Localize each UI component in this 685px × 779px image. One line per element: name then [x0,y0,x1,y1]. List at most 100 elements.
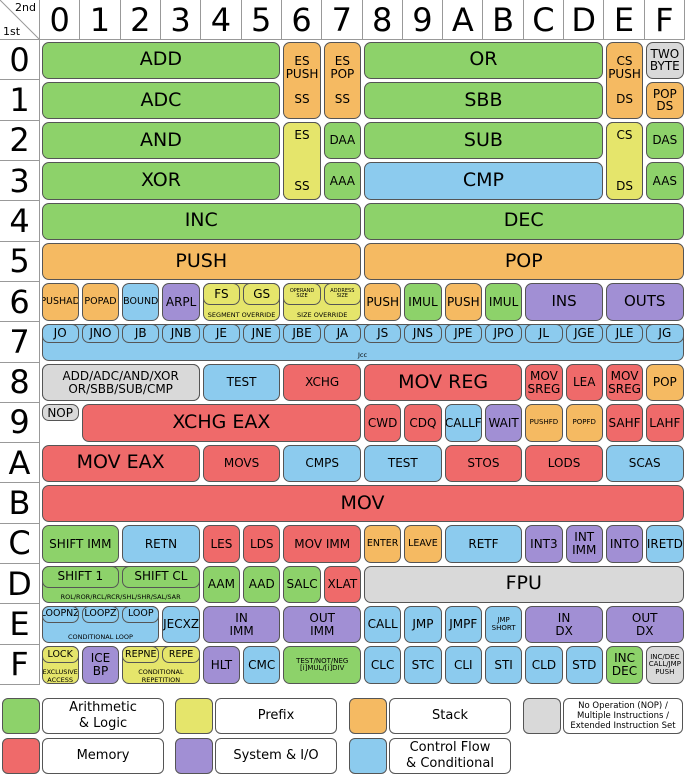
opcode-aam[interactable]: AAM [202,565,241,603]
opcode-cs-ds[interactable]: CS DS [605,122,644,200]
opcode-aaa[interactable]: AAA [323,162,361,200]
opcode-mov-eax[interactable]: MOV EAX [41,444,200,482]
opcode-enter[interactable]: ENTER [364,525,402,563]
opcode-int-imm[interactable]: INT IMM [565,525,603,563]
opcode-cli[interactable]: CLI [444,646,482,684]
opcode-cmps[interactable]: CMPS [283,444,361,482]
opcode-add-adc-and-xor-or-sbb-sub-cmp[interactable]: ADD/ADC/AND/XOR OR/SBB/SUB/CMP [41,364,200,402]
opcode-cs-push-ds[interactable]: CS PUSH DS [605,41,644,120]
opcode-loopnz[interactable]: LOOPNZ [41,605,79,624]
opcode-jnb[interactable]: JNB [162,323,200,343]
opcode-cmc[interactable]: CMC [243,646,281,684]
opcode-ins[interactable]: INS [525,283,603,321]
opcode-inc[interactable]: INC [41,202,361,241]
opcode-jmpf[interactable]: JMPF [444,605,482,644]
opcode-pop[interactable]: POP [364,243,684,281]
opcode-and[interactable]: AND [41,122,281,160]
opcode-retf[interactable]: RETF [444,525,523,563]
opcode-jecxz[interactable]: JECXZ [162,605,200,644]
opcode-push[interactable]: PUSH [41,243,361,281]
opcode-cdq[interactable]: CDQ [404,404,442,442]
opcode-test[interactable]: TEST [202,364,281,402]
opcode-hlt[interactable]: HLT [202,646,241,684]
opcode-lahf[interactable]: LAHF [646,404,684,442]
opcode-shift-cl[interactable]: SHIFT CL [122,565,200,588]
opcode-add[interactable]: ADD [41,41,281,79]
opcode-push[interactable]: PUSH [444,283,482,321]
opcode-cwd[interactable]: CWD [364,404,402,442]
opcode-jns[interactable]: JNS [404,323,442,343]
opcode-jmp[interactable]: JMP [404,605,442,644]
opcode-das[interactable]: DAS [646,122,684,160]
opcode-bound[interactable]: BOUND [122,283,160,321]
opcode-pushfd[interactable]: PUSHFD [525,404,563,442]
opcode-mov[interactable]: MOV [41,484,684,523]
opcode-test[interactable]: TEST [364,444,442,482]
opcode-operand-size[interactable]: OPERAND SIZE [283,283,321,306]
opcode-lock[interactable]: LOCK [41,646,79,664]
opcode-jle[interactable]: JLE [605,323,644,343]
opcode-stos[interactable]: STOS [444,444,523,482]
opcode-jbe[interactable]: JBE [283,323,321,343]
opcode-wait[interactable]: WAIT [484,404,523,442]
opcode-sahf[interactable]: SAHF [605,404,644,442]
opcode-pop-ds[interactable]: POP DS [646,81,684,120]
opcode-jg[interactable]: JG [646,323,684,343]
opcode-salc[interactable]: SALC [283,565,321,603]
opcode-js[interactable]: JS [364,323,402,343]
opcode-popad[interactable]: POPAD [81,283,120,321]
opcode-mov-sreg[interactable]: MOV SREG [525,364,563,402]
opcode-pushad[interactable]: PUSHAD [41,283,79,321]
opcode-jl[interactable]: JL [525,323,563,343]
opcode-scas[interactable]: SCAS [605,444,684,482]
opcode-adc[interactable]: ADC [41,81,281,120]
opcode-or[interactable]: OR [364,41,603,79]
opcode-callf[interactable]: CALLF [444,404,482,442]
opcode-lea[interactable]: LEA [565,364,603,402]
opcode-inc-dec[interactable]: INC DEC [605,646,644,684]
opcode-retn[interactable]: RETN [122,525,200,563]
opcode-es-pop-ss[interactable]: ES POP SS [323,41,361,120]
opcode-popfd[interactable]: POPFD [565,404,603,442]
opcode-repe[interactable]: REPE [162,646,200,664]
opcode-je[interactable]: JE [202,323,241,343]
opcode-imul[interactable]: IMUL [404,283,442,321]
opcode-jmp-short[interactable]: JMP SHORT [484,605,523,644]
opcode-loopz[interactable]: LOOPZ [81,605,120,624]
opcode-repne[interactable]: REPNE [122,646,160,664]
opcode-sbb[interactable]: SBB [364,81,603,120]
opcode-arpl[interactable]: ARPL [162,283,200,321]
opcode-sub[interactable]: SUB [364,122,603,160]
opcode-address-size[interactable]: ADDRESS SIZE [323,283,361,306]
opcode-iretd[interactable]: IRETD [646,525,684,563]
opcode-outs[interactable]: OUTS [605,283,684,321]
opcode-jpe[interactable]: JPE [444,323,482,343]
opcode-shift-imm[interactable]: SHIFT IMM [41,525,120,563]
opcode-mov-reg[interactable]: MOV REG [364,364,523,402]
opcode-aas[interactable]: AAS [646,162,684,200]
opcode-sti[interactable]: STI [484,646,523,684]
opcode-leave[interactable]: LEAVE [404,525,442,563]
opcode-cld[interactable]: CLD [525,646,563,684]
opcode-mov-imm[interactable]: MOV IMM [283,525,361,563]
opcode-pop[interactable]: POP [646,364,684,402]
opcode-std[interactable]: STD [565,646,603,684]
opcode-test-not-neg-i-mul-i-div[interactable]: TEST/NOT/NEG [i]MUL/[i]DIV [283,646,361,684]
opcode-out-imm[interactable]: OUT IMM [283,605,361,644]
opcode-xlat[interactable]: XLAT [323,565,361,603]
opcode-in-dx[interactable]: IN DX [525,605,603,644]
opcode-cmp[interactable]: CMP [364,162,603,200]
opcode-gs[interactable]: GS [243,283,281,306]
opcode-jge[interactable]: JGE [565,323,603,343]
opcode-jo[interactable]: JO [41,323,79,343]
opcode-xchg[interactable]: XCHG [283,364,361,402]
opcode-int3[interactable]: INT3 [525,525,563,563]
opcode-out-dx[interactable]: OUT DX [605,605,684,644]
opcode-two-byte[interactable]: TWO BYTE [646,41,684,79]
opcode-ja[interactable]: JA [323,323,361,343]
opcode-daa[interactable]: DAA [323,122,361,160]
opcode-jpo[interactable]: JPO [484,323,523,343]
opcode-jno[interactable]: JNO [81,323,120,343]
opcode-movs[interactable]: MOVS [202,444,281,482]
opcode-es-ss[interactable]: ES SS [283,122,321,200]
